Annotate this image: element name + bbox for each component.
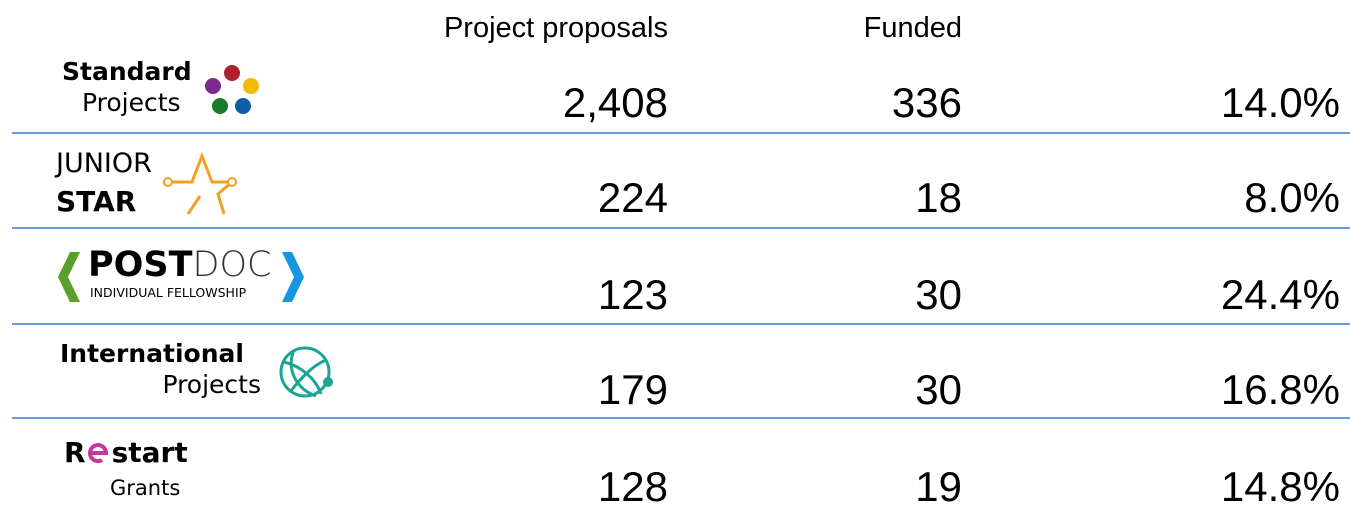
row-separator bbox=[12, 132, 1350, 134]
table-cell: 24.4% bbox=[1220, 271, 1340, 318]
table-cell: 128 bbox=[597, 463, 668, 510]
table-cell: 16.8% bbox=[1220, 366, 1340, 413]
table-cell: 8.0% bbox=[1244, 174, 1340, 221]
logo-text: DOC bbox=[192, 245, 272, 285]
logo-text: Projects bbox=[162, 370, 261, 399]
logo-icon bbox=[282, 252, 304, 302]
logo-icon bbox=[205, 65, 259, 114]
logo-text: International bbox=[60, 339, 244, 368]
logo-text: Grants bbox=[110, 476, 181, 500]
logo-text: JUNIOR bbox=[56, 148, 152, 179]
table-cell: 30 bbox=[915, 271, 962, 318]
logo-text: STAR bbox=[56, 185, 137, 218]
table-cell: 224 bbox=[597, 174, 668, 221]
table-cell: 2,408 bbox=[562, 79, 668, 126]
logo-text: start bbox=[111, 436, 188, 469]
table-cell: 14.0% bbox=[1220, 79, 1340, 126]
table-cell: 123 bbox=[597, 271, 668, 318]
row-separator bbox=[12, 227, 1350, 229]
table-cell: 19 bbox=[915, 463, 962, 510]
logo-text: Projects bbox=[82, 88, 181, 117]
table-cell: 30 bbox=[915, 366, 962, 413]
column-header: Funded bbox=[863, 12, 962, 44]
logo-text: POST bbox=[88, 245, 193, 285]
logo-icon bbox=[87, 442, 108, 463]
row-separator bbox=[12, 417, 1350, 419]
logo-text: R start bbox=[64, 436, 188, 469]
row-separator bbox=[12, 323, 1350, 325]
table-cell: 179 bbox=[597, 366, 668, 413]
logo-icon bbox=[279, 346, 333, 398]
logo-icon bbox=[58, 252, 80, 302]
column-header: Project proposals bbox=[443, 12, 668, 44]
table-cell: 336 bbox=[891, 79, 962, 126]
logo-text: POSTDOC bbox=[88, 245, 271, 285]
logo-text: R bbox=[64, 436, 86, 469]
logo-icon bbox=[163, 152, 237, 215]
table-cell: 18 bbox=[915, 174, 962, 221]
logo-text: INDIVIDUAL FELLOWSHIP bbox=[90, 285, 247, 300]
logo-text: Standard bbox=[62, 57, 192, 86]
table-cell: 14.8% bbox=[1220, 463, 1340, 510]
